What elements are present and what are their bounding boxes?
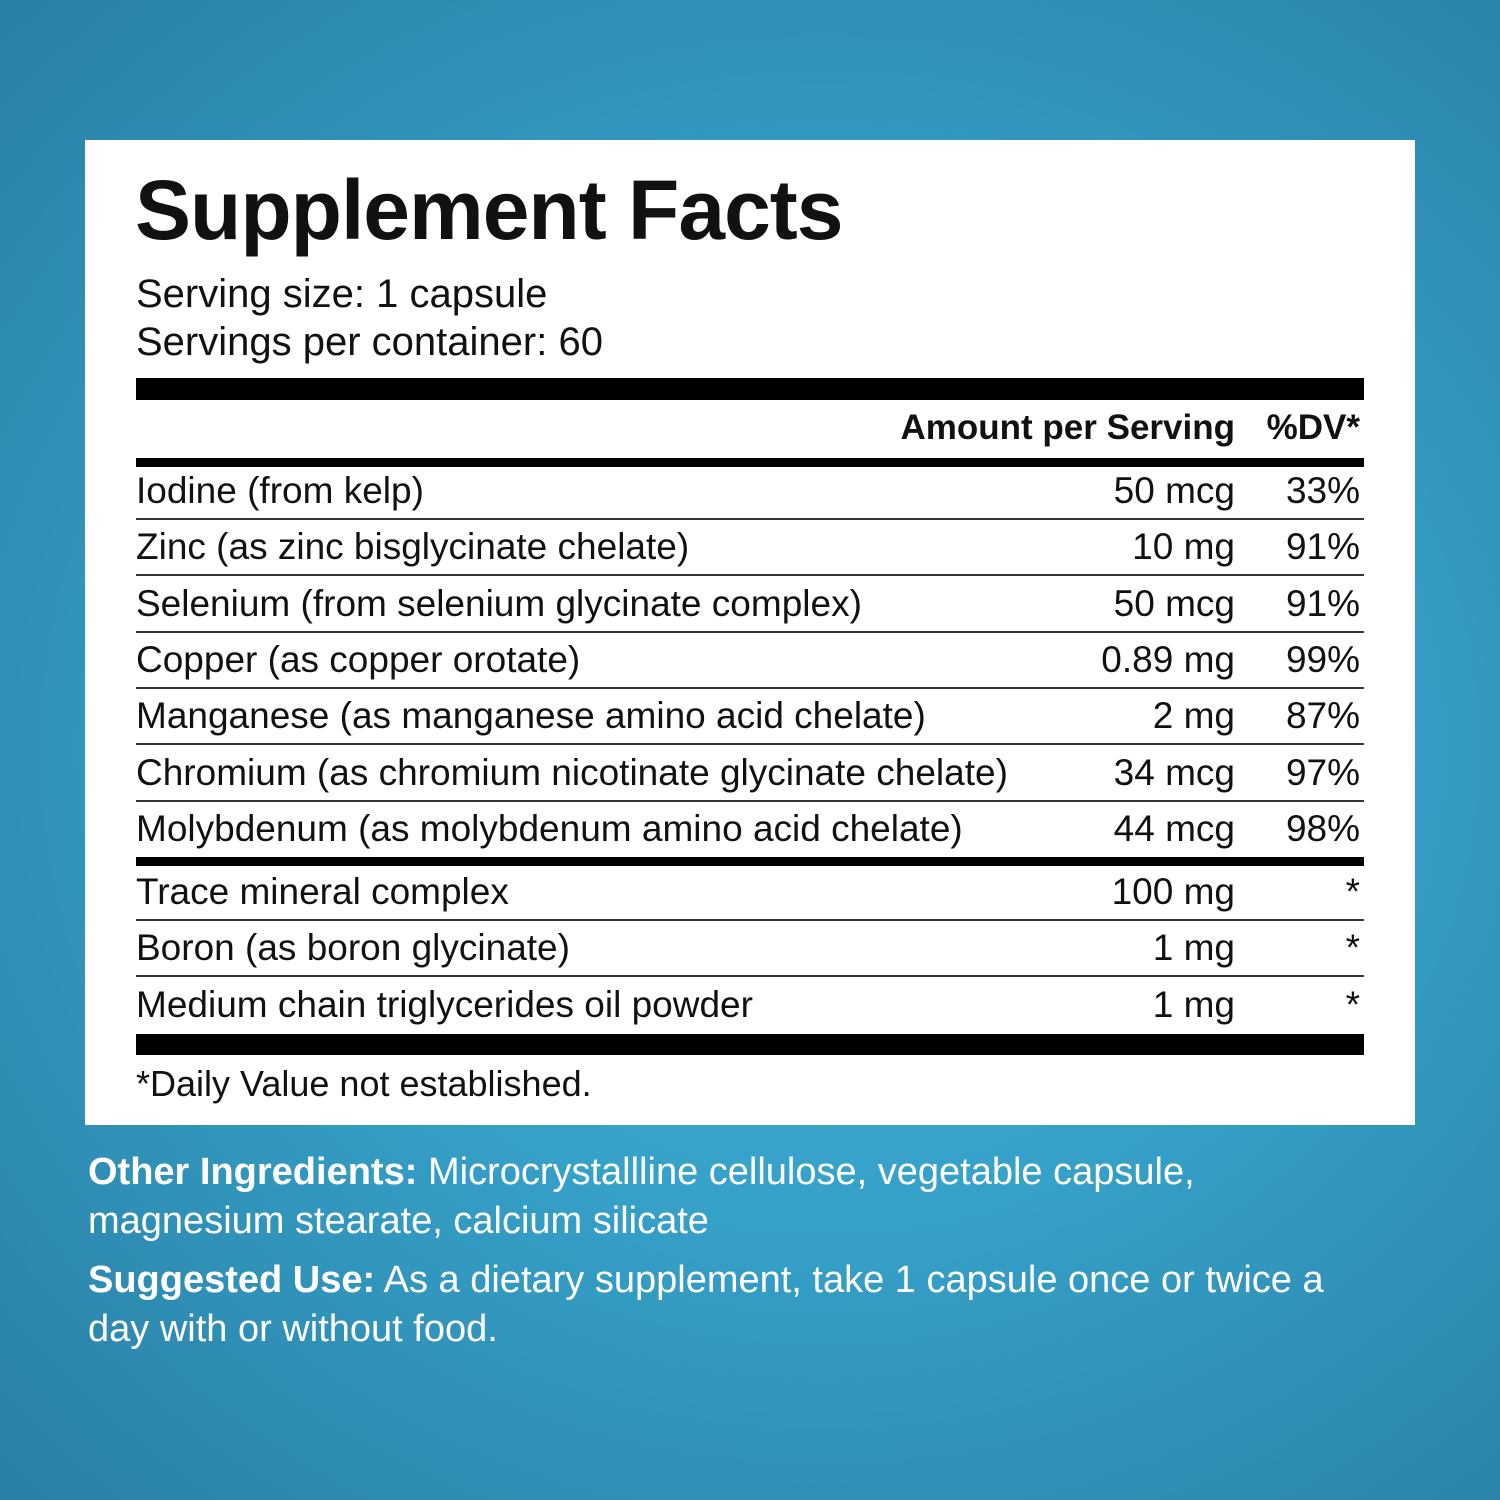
rule xyxy=(136,1034,1364,1055)
amount: 2 mg xyxy=(1152,695,1235,737)
row-divider xyxy=(136,574,1364,577)
amount: 10 mg xyxy=(1132,526,1235,568)
serving-size: Serving size: 1 capsule xyxy=(136,272,548,316)
daily-value: 91% xyxy=(1285,526,1360,568)
ingredient: Trace mineral complex xyxy=(136,871,509,912)
ingredient: Manganese (as manganese amino acid chela… xyxy=(136,695,926,737)
daily-value: 87% xyxy=(1285,695,1360,737)
row-divider xyxy=(136,518,1364,520)
daily-value: 91% xyxy=(1285,582,1360,624)
row-divider xyxy=(136,743,1364,746)
amount: 1 mg xyxy=(1152,983,1235,1025)
ingredient: Zinc (as zinc bisglycinate chelate) xyxy=(136,526,690,568)
facts-panel: Supplement Facts Serving size: 1 capsule… xyxy=(85,140,1415,1125)
note: Other Ingredients: Microcrystallline cel… xyxy=(88,1148,1358,1246)
note-label: Suggested Use: xyxy=(88,1259,376,1301)
ingredient: Chromium (as chromium nicotinate glycina… xyxy=(136,751,1008,793)
note-text: Microcrystallline cellulose, vegetable c… xyxy=(88,1151,1195,1242)
dv-header: %DV* xyxy=(1266,408,1360,447)
row-divider xyxy=(136,975,1364,978)
amount: 50 mcg xyxy=(1113,470,1235,511)
daily-value: * xyxy=(1345,927,1360,969)
amount: 100 mg xyxy=(1111,871,1235,912)
row-divider xyxy=(136,686,1364,689)
title: Supplement Facts xyxy=(135,163,843,257)
notes: Other Ingredients: Microcrystallline cel… xyxy=(88,1148,1358,1364)
rule xyxy=(136,378,1364,400)
rule xyxy=(136,857,1364,866)
ingredient: Iodine (from kelp) xyxy=(136,470,424,511)
row-divider xyxy=(136,630,1364,633)
ingredient: Molybdenum (as molybdenum amino acid che… xyxy=(136,807,963,849)
ingredient: Medium chain triglycerides oil powder xyxy=(136,983,753,1025)
ingredient: Selenium (from selenium glycinate comple… xyxy=(136,582,862,624)
amount: 50 mcg xyxy=(1113,582,1235,624)
daily-value: 99% xyxy=(1285,638,1360,680)
rule xyxy=(136,458,1364,467)
daily-value: 33% xyxy=(1285,470,1360,511)
row-divider xyxy=(136,919,1364,921)
ingredient: Copper (as copper orotate) xyxy=(136,638,581,680)
amount: 34 mcg xyxy=(1113,751,1235,793)
daily-value: 98% xyxy=(1285,807,1360,849)
note-label: Other Ingredients: xyxy=(88,1151,418,1193)
daily-value: 97% xyxy=(1285,751,1360,793)
footnote: *Daily Value not established. xyxy=(136,1063,592,1104)
amount: 0.89 mg xyxy=(1101,638,1235,680)
note: Suggested Use: As a dietary supplement, … xyxy=(88,1256,1358,1354)
amount-header: Amount per Serving xyxy=(900,408,1235,447)
ingredient: Boron (as boron glycinate) xyxy=(136,927,570,969)
daily-value: * xyxy=(1345,871,1360,912)
amount: 1 mg xyxy=(1152,927,1235,969)
servings-per-container: Servings per container: 60 xyxy=(136,320,603,364)
daily-value: * xyxy=(1345,983,1360,1025)
amount: 44 mcg xyxy=(1113,807,1235,849)
row-divider xyxy=(136,799,1364,802)
note-text: As a dietary supplement, take 1 capsule … xyxy=(88,1259,1324,1350)
